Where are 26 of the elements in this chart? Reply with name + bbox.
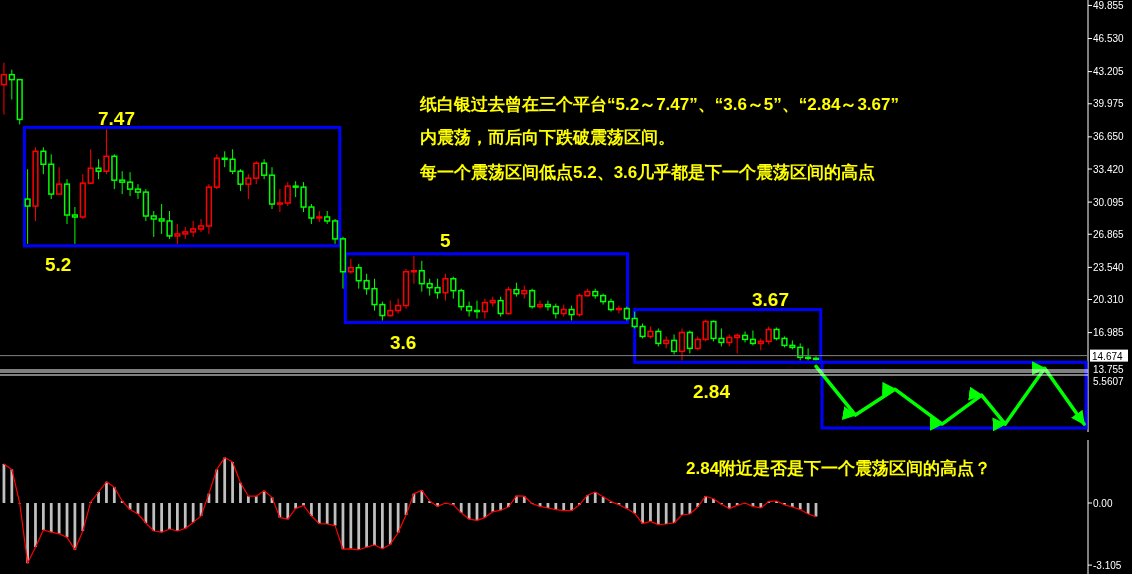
text: 13.755	[1093, 364, 1125, 375]
y-tick-label: 0.00	[1093, 497, 1113, 509]
annotation: 纸白银过去曾在三个平台“5.2～7.47”、“3.6～5”、“2.84～3.67”	[419, 95, 899, 114]
annotation: 5.2	[45, 254, 72, 275]
y-tick-label: 36.650	[1093, 131, 1125, 143]
y-tick-label: 43.205	[1093, 66, 1125, 78]
y-tick-label: 26.865	[1093, 228, 1125, 240]
annotation: 2.84附近是否是下一个震荡区间的高点？	[686, 459, 992, 478]
annotation: 3.67	[752, 289, 789, 310]
y-tick-label: 23.540	[1093, 261, 1125, 273]
y-tick-label: -3.105	[1093, 559, 1122, 571]
y-tick-label: 20.310	[1093, 294, 1125, 306]
y-tick-label: 30.095	[1093, 196, 1125, 208]
ref-line-label: 14.674	[1092, 350, 1124, 362]
annotation: 5	[440, 230, 451, 251]
annotation: 每一个震荡区间低点5.2、3.6几乎都是下一个震荡区间的高点	[419, 163, 876, 182]
annotation: 3.6	[390, 332, 417, 353]
annotation: 2.84	[693, 381, 731, 402]
annotation: 内震荡，而后向下跌破震荡区间。	[420, 128, 675, 147]
y-tick-label: 49.855	[1093, 0, 1125, 11]
y-tick-label: 33.420	[1093, 163, 1125, 175]
y-tick-label: 39.975	[1093, 98, 1125, 110]
y-tick-label: 16.985	[1093, 327, 1125, 339]
text: 5.5607	[1093, 376, 1125, 387]
annotation: 7.47	[98, 108, 135, 129]
y-tick-label: 46.530	[1093, 33, 1125, 45]
